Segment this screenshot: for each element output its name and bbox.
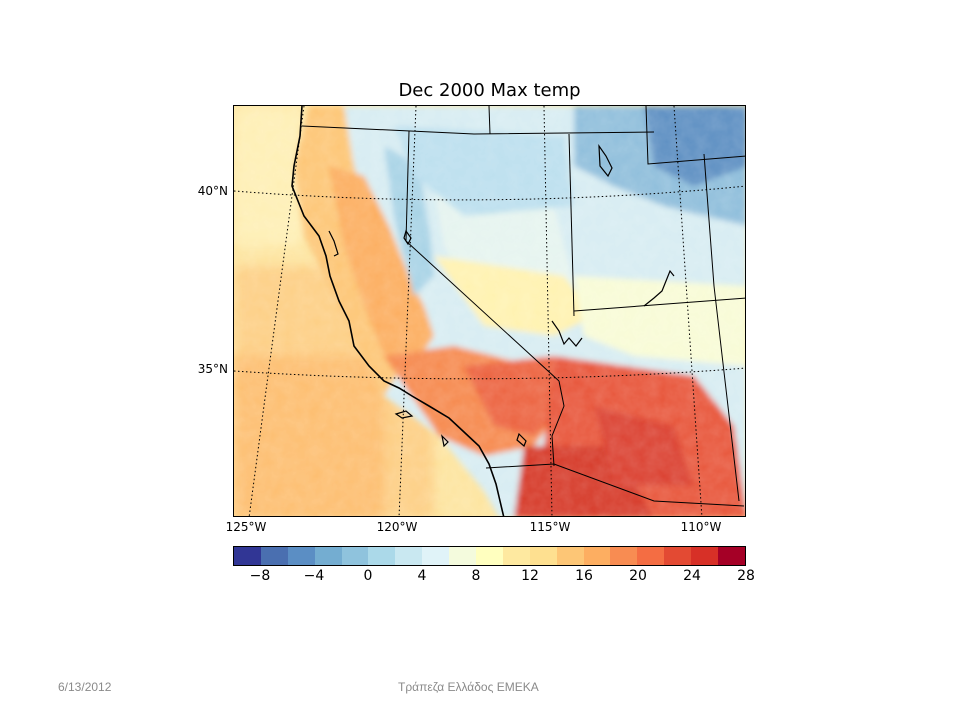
state-borders xyxy=(301,106,745,507)
border-ca-az xyxy=(551,380,565,467)
lakes-islands xyxy=(328,143,675,448)
colorbar-cell xyxy=(664,547,692,565)
colorbar-cell xyxy=(341,547,369,565)
texture-overlay xyxy=(234,106,745,516)
colorbar-cell xyxy=(449,547,477,565)
border-or-ca xyxy=(301,125,655,135)
colorbar-tick-label: 20 xyxy=(629,568,647,584)
border-ut-co xyxy=(703,153,740,502)
colorbar-cell xyxy=(637,547,665,565)
meridian-120w xyxy=(398,106,417,516)
channel-islands xyxy=(394,410,414,419)
border-ca-nv-north xyxy=(405,130,410,242)
colorbar-cell xyxy=(476,547,503,565)
lon-label-110w: 110°W xyxy=(680,520,722,534)
border-mexico xyxy=(485,463,745,507)
colorbar-tick-label: 12 xyxy=(521,568,539,584)
map-svg xyxy=(234,106,745,516)
colorbar-cell xyxy=(610,547,638,565)
lon-label-120w: 120°W xyxy=(376,520,418,534)
sf-bay xyxy=(328,230,339,257)
border-wy xyxy=(645,106,745,165)
colorbar-tick-label: 4 xyxy=(417,568,427,584)
meridian-125w xyxy=(248,106,305,516)
lat-label-35n: 35°N xyxy=(197,362,228,376)
colorbar-cell xyxy=(422,547,450,565)
colorbar-cell xyxy=(287,547,315,565)
coastline xyxy=(291,106,505,516)
colorbar-cell xyxy=(234,547,261,565)
meridian-115w xyxy=(543,106,553,516)
colorbar-tick-label: 0 xyxy=(363,568,373,584)
colorbar-cell xyxy=(718,547,745,565)
lake-mead xyxy=(551,320,583,347)
border-id xyxy=(488,106,491,135)
colorbar-tick-label: −4 xyxy=(303,568,325,584)
footer-date: 6/13/2012 xyxy=(58,680,112,694)
great-salt-lake xyxy=(598,143,613,178)
colorbar-tick-label: −8 xyxy=(249,568,271,584)
lake-powell xyxy=(643,269,675,307)
san-clemente-island xyxy=(441,434,449,448)
colorbar-tick-label: 16 xyxy=(575,568,593,584)
colorbar-cell xyxy=(691,547,719,565)
colorbar-cell xyxy=(556,547,584,565)
salton-sea xyxy=(516,432,527,448)
lon-label-125w: 125°W xyxy=(225,520,267,534)
colorbar-tick-label: 28 xyxy=(737,568,755,584)
graticule xyxy=(234,106,745,516)
colorbar-tick-label: 24 xyxy=(683,568,701,584)
chart-title: Dec 2000 Max temp xyxy=(398,80,581,101)
parallel-40n xyxy=(234,185,745,201)
footer-center-text: Τράπεζα Ελλάδος ΕΜΕΚΑ xyxy=(398,680,539,694)
border-nv-ut xyxy=(568,133,575,317)
colorbar-cell xyxy=(314,547,342,565)
lon-label-115w: 115°W xyxy=(529,520,571,534)
meridian-110w xyxy=(673,106,703,516)
colorbar-tick-label: 8 xyxy=(471,568,481,584)
colorbar-cell xyxy=(529,547,557,565)
colorbar-cell xyxy=(395,547,423,565)
border-ca-nv-diagonal xyxy=(405,240,560,382)
colorbar-cell xyxy=(368,547,396,565)
lake-tahoe xyxy=(403,229,412,246)
colorbar-cell xyxy=(583,547,611,565)
colorbar xyxy=(233,546,746,566)
colorbar-cell xyxy=(260,547,288,565)
border-ut-az xyxy=(573,297,745,312)
temperature-map xyxy=(233,105,746,517)
lat-label-40n: 40°N xyxy=(197,184,228,198)
parallel-35n xyxy=(234,367,745,380)
colorbar-cell xyxy=(502,547,530,565)
